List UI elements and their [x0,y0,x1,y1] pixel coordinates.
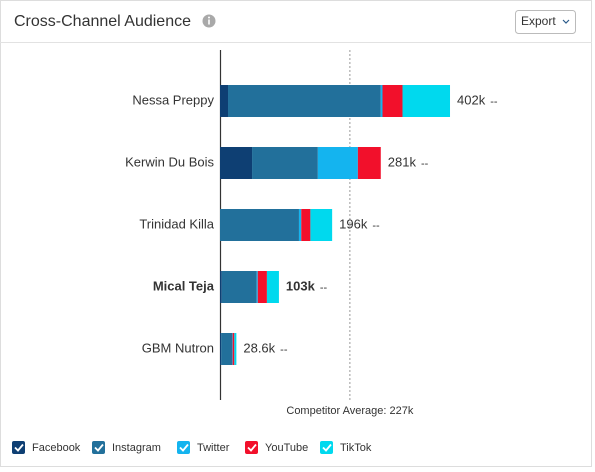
category-label: Nessa Preppy [132,92,214,107]
bar-segment [220,209,299,241]
legend-check [94,443,104,452]
bar-segment [220,85,229,117]
legend-item[interactable]: YouTube [245,441,308,454]
category-label: Trinidad Killa [139,216,214,231]
bar-segment [234,333,237,365]
legend-item[interactable]: Instagram [92,441,161,454]
bar-segment [310,209,333,241]
export-label[interactable]: Export [521,14,556,28]
category-label: Kerwin Du Bois [125,154,214,169]
legend-checkbox [12,441,25,454]
bar-segment [221,271,257,303]
bar-segment [220,333,222,365]
bar-segment [228,85,381,117]
total-label: 103k [286,278,316,293]
info-icon[interactable] [202,14,216,28]
legend-checkbox [245,441,258,454]
legend-check [322,443,332,452]
bar-segment [220,147,253,179]
widget-title: Cross-Channel Audience [14,13,191,30]
total-label: 402k [457,92,486,107]
legend-check [14,443,24,452]
bar-segment [256,271,258,303]
total-label: 281k [388,154,417,169]
total-label: 28.6k [243,340,275,355]
legend-item[interactable]: Twitter [177,441,230,454]
average-label: Competitor Average: 227k [286,405,413,417]
legend-checkbox [177,441,190,454]
bar-segment [221,333,233,365]
bar-segment [382,85,403,117]
export-button[interactable]: Export [515,10,576,34]
legend-label: YouTube [265,442,308,454]
legend-check [247,443,257,452]
bar-segment [257,271,267,303]
legend-item[interactable]: Facebook [12,441,81,454]
legend-label: Twitter [197,442,230,454]
bar-segment [298,209,302,241]
bar-segment [232,333,235,365]
change-label: -- [490,96,498,108]
legend-item[interactable]: TikTok [320,441,372,454]
category-label: Mical Teja [153,278,215,293]
legend-checkbox [320,441,333,454]
change-label: -- [372,220,380,232]
legend-label: Facebook [32,442,81,454]
change-label: -- [421,158,429,170]
bar-segment [266,271,279,303]
bar-segment [232,333,233,365]
bar-segment [301,209,311,241]
bar-segment [252,147,318,179]
legend-label: Instagram [112,442,161,454]
legend-checkbox [92,441,105,454]
category-label: GBM Nutron [142,340,214,355]
legend-check [179,443,189,452]
legend-label: TikTok [340,442,372,454]
bar-segment [402,85,451,117]
change-label: -- [320,282,328,294]
bar-segment [380,85,383,117]
bar-segment [317,147,358,179]
bar-segment [357,147,381,179]
bar-segment [220,271,222,303]
change-label: -- [280,344,288,356]
total-label: 196k [339,216,368,231]
